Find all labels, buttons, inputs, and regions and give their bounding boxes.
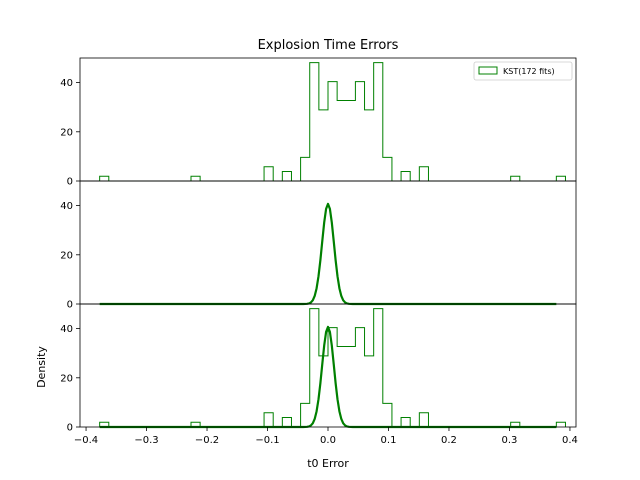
x-tick-label: 0.1 [381, 435, 397, 446]
x-tick-label: 0.3 [502, 435, 518, 446]
x-tick-label: −0.1 [255, 435, 279, 446]
x-tick-label: 0.0 [320, 435, 336, 446]
y-tick-label: 40 [60, 201, 73, 212]
legend-label: KST(172 fits) [503, 67, 555, 76]
panel-middle: 0 20 40 [60, 180, 577, 311]
histogram-series [99, 308, 566, 428]
x-axis-label: t0 Error [307, 457, 349, 470]
y-axis-label: Density [35, 346, 48, 388]
legend: KST(172 fits) [473, 61, 573, 81]
panel-frame [79, 180, 577, 305]
x-tick-label: −0.2 [195, 435, 219, 446]
chart-title: Explosion Time Errors [258, 38, 399, 53]
x-tick-label: −0.3 [134, 435, 158, 446]
panel-top: 0 20 40 KST(172 fits) [60, 57, 577, 188]
histogram-series [99, 62, 566, 182]
y-tick-label: 0 [67, 300, 73, 311]
legend-swatch [478, 66, 498, 75]
y-tick-label: 20 [60, 127, 73, 138]
y-tick-label: 40 [60, 324, 73, 335]
panel-bottom: 0 20 40 −0.4 −0.3 −0.2 −0.1 0.0 0.1 0.2 0.3 0.4 [60, 303, 578, 446]
panel-frame [79, 303, 577, 428]
y-tick-label: 0 [67, 423, 73, 434]
y-tick-label: 40 [60, 78, 73, 89]
x-tick-label: 0.4 [562, 435, 578, 446]
gaussian-curve [99, 202, 557, 306]
panels: 0 20 40 KST(172 fits) 0 20 40 0 20 40 −0.4 −0.3 −0.2… [60, 57, 578, 446]
y-tick-label: 20 [60, 250, 73, 261]
x-tick-label: −0.4 [74, 435, 98, 446]
y-tick-label: 0 [67, 177, 73, 188]
x-tick-label: 0.2 [441, 435, 457, 446]
y-tick-label: 20 [60, 373, 73, 384]
legend-box [473, 61, 573, 81]
